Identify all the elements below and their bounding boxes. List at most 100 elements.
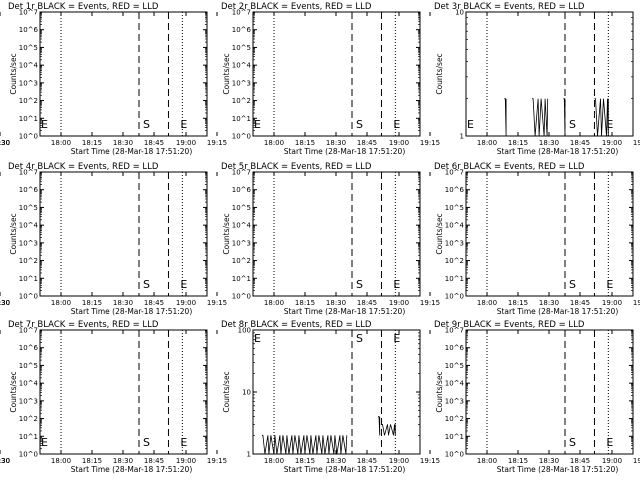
panel-title: Det 1r BLACK = Events, RED = LLD xyxy=(8,2,159,12)
x-tick-label: 19:30 xyxy=(0,457,10,465)
x-axis-label: Start Time (28-Mar-18 17:51:20) xyxy=(284,465,406,474)
y-tick-label: 10 xyxy=(242,389,251,397)
x-tick-label: 19:30 xyxy=(0,457,10,465)
detector-panel: Det 8r BLACK = Events, RED = LLD 1 10 100 18… xyxy=(0,320,440,474)
y-tick-label: 10^1 xyxy=(19,433,38,441)
marker-e: E xyxy=(180,118,187,131)
y-tick-label: 10^3 xyxy=(19,239,38,247)
y-axis-label: Counts/sec xyxy=(9,371,18,412)
x-tick-label: 19:30 xyxy=(0,299,10,307)
y-tick-label: 10^6 xyxy=(445,186,465,194)
marker-s: S xyxy=(143,118,150,131)
x-tick-label: 19:30 xyxy=(0,139,10,147)
x-tick-label: 18:15 xyxy=(295,139,315,147)
x-tick-label: 18:30 xyxy=(539,139,559,147)
x-tick-label: 18:00 xyxy=(477,299,497,307)
y-tick-label: 10^5 xyxy=(19,362,38,370)
y-tick-label: 10^5 xyxy=(19,44,38,52)
x-tick-label: 19:00 xyxy=(602,299,622,307)
x-axis-label: Start Time (28-Mar-18 17:51:20) xyxy=(71,307,193,316)
x-axis-label: Start Time (28-Mar-18 17:51:20) xyxy=(284,147,406,156)
y-tick-label: 10^5 xyxy=(445,204,464,212)
x-axis-label: Start Time (28-Mar-18 17:51:20) xyxy=(284,307,406,316)
x-tick-label: 18:00 xyxy=(264,299,284,307)
y-tick-label: 10^5 xyxy=(232,44,251,52)
marker-e: E xyxy=(606,118,613,131)
x-tick-label: 19:15 xyxy=(207,457,227,465)
panel-title: Det 5r BLACK = Events, RED = LLD xyxy=(221,162,372,172)
y-tick-label: 10^2 xyxy=(445,257,464,265)
x-tick-label: 19:15 xyxy=(633,299,640,307)
x-axis-label: Start Time (28-Mar-18 17:51:20) xyxy=(497,147,619,156)
x-tick-label: 18:15 xyxy=(82,457,102,465)
y-tick-label: 10^0 xyxy=(445,451,464,459)
marker-s: S xyxy=(569,278,576,291)
x-tick-label: 18:45 xyxy=(144,139,164,147)
x-tick-label: 19:15 xyxy=(420,457,440,465)
x-tick-label: 18:15 xyxy=(508,299,528,307)
x-tick-label: 19:15 xyxy=(633,457,640,465)
y-tick-label: 10^3 xyxy=(232,239,251,247)
x-tick-label: 18:15 xyxy=(508,139,528,147)
marker-s: S xyxy=(569,436,576,449)
x-tick-label: 19:00 xyxy=(602,139,622,147)
y-tick-label: 10^7 xyxy=(445,327,464,335)
y-axis-label: Counts/sec xyxy=(9,213,18,254)
y-tick-label: 10^4 xyxy=(19,380,39,388)
y-axis-label: Counts/sec xyxy=(9,53,18,94)
x-tick-label: 19:30 xyxy=(0,139,10,147)
y-tick-label: 10^7 xyxy=(445,169,464,177)
y-tick-label: 10^1 xyxy=(232,115,251,123)
y-tick-label: 10^6 xyxy=(19,344,39,352)
y-axis-label: Counts/sec xyxy=(435,213,444,254)
x-tick-label: 18:00 xyxy=(477,139,497,147)
y-tick-label: 10 xyxy=(455,9,464,17)
events-series xyxy=(504,98,507,137)
y-tick-label: 10^4 xyxy=(19,62,39,70)
panel-title: Det 3r BLACK = Events, RED = LLD xyxy=(434,2,585,12)
y-tick-label: 10^5 xyxy=(19,204,38,212)
x-axis-label: Start Time (28-Mar-18 17:51:20) xyxy=(497,465,619,474)
x-axis-label: Start Time (28-Mar-18 17:51:20) xyxy=(71,465,193,474)
events-series xyxy=(563,98,566,137)
x-tick-label: 19:00 xyxy=(389,457,409,465)
x-tick-label: 19:15 xyxy=(420,139,440,147)
x-tick-label: 18:15 xyxy=(508,457,528,465)
panel-title: Det 8r BLACK = Events, RED = LLD xyxy=(221,320,372,330)
panel-title: Det 2r BLACK = Events, RED = LLD xyxy=(221,2,372,12)
detector-panel: Det 9r BLACK = Events, RED = LLD 10^0 10^1… xyxy=(0,320,640,474)
x-tick-label: 18:30 xyxy=(326,457,346,465)
x-tick-label: 18:00 xyxy=(477,457,497,465)
y-tick-label: 10^0 xyxy=(232,133,251,141)
y-tick-label: 1 xyxy=(247,451,251,459)
y-tick-label: 10^1 xyxy=(19,275,38,283)
y-axis-label: Counts/sec xyxy=(222,213,231,254)
marker-s: S xyxy=(143,436,150,449)
detector-panel: Det 7r BLACK = Events, RED = LLD 10^0 10^1… xyxy=(0,320,227,474)
x-tick-label: 18:45 xyxy=(570,139,590,147)
marker-e: E xyxy=(254,118,261,131)
x-axis-label: Start Time (28-Mar-18 17:51:20) xyxy=(497,307,619,316)
marker-e: E xyxy=(393,332,400,345)
y-tick-label: 10^3 xyxy=(19,397,38,405)
y-tick-label: 100 xyxy=(238,327,251,335)
x-tick-label: 18:00 xyxy=(264,457,284,465)
x-tick-label: 18:15 xyxy=(295,457,315,465)
y-axis-label: Counts/sec xyxy=(435,53,444,94)
x-tick-label: 19:15 xyxy=(207,139,227,147)
x-tick-label: 18:00 xyxy=(264,139,284,147)
x-tick-label: 19:00 xyxy=(176,139,196,147)
y-tick-label: 10^2 xyxy=(445,415,464,423)
events-series xyxy=(261,434,348,455)
x-tick-label: 18:45 xyxy=(570,457,590,465)
y-tick-label: 10^4 xyxy=(445,222,465,230)
x-tick-label: 18:30 xyxy=(539,299,559,307)
detector-panel: Det 4r BLACK = Events, RED = LLD 10^0 10^1… xyxy=(0,162,227,316)
x-tick-label: 18:00 xyxy=(51,299,71,307)
marker-e: E xyxy=(180,436,187,449)
x-tick-label: 18:45 xyxy=(570,299,590,307)
x-tick-label: 18:30 xyxy=(113,299,133,307)
y-tick-label: 10^0 xyxy=(19,293,38,301)
x-tick-label: 19:15 xyxy=(420,299,440,307)
y-tick-label: 10^3 xyxy=(232,79,251,87)
